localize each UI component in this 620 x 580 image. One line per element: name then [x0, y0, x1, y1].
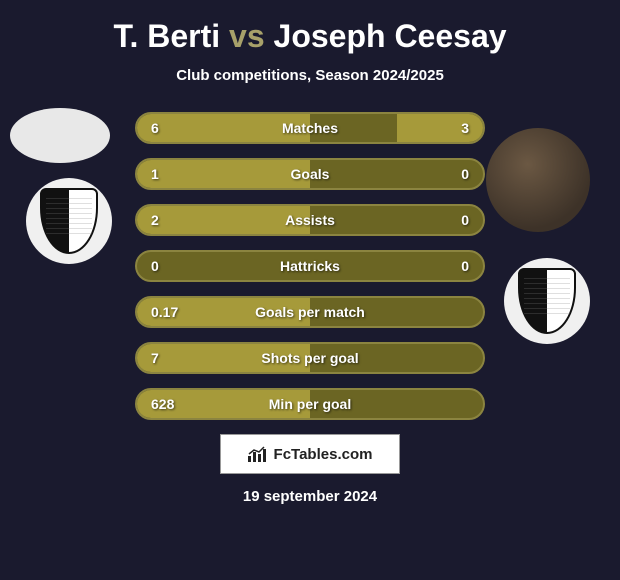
player1-avatar: [10, 108, 110, 163]
stat-fill-left: [137, 160, 310, 188]
stat-fill-right: [397, 114, 484, 142]
stat-row: 628 Min per goal: [135, 388, 485, 420]
stat-value-left: 628: [151, 396, 174, 412]
vs-text: vs: [229, 18, 265, 54]
comparison-title: T. Berti vs Joseph Ceesay: [0, 18, 620, 55]
stat-value-right: 3: [461, 120, 469, 136]
stats-table: 6 Matches 3 1 Goals 0 2 Assists 0 0 Hattricks 0 0.17…: [135, 112, 485, 420]
stat-value-right: 0: [461, 212, 469, 228]
stat-row: 2 Assists 0: [135, 204, 485, 236]
stat-value-left: 0: [151, 258, 159, 274]
stat-label: Goals: [291, 166, 330, 182]
player1-name: T. Berti: [113, 18, 220, 54]
footer-date: 19 september 2024: [0, 488, 620, 505]
stat-value-left: 2: [151, 212, 159, 228]
stat-label: Shots per goal: [261, 350, 358, 366]
stat-value-left: 6: [151, 120, 159, 136]
stat-label: Min per goal: [269, 396, 351, 412]
player1-club-badge: [26, 178, 112, 264]
stat-value-left: 0.17: [151, 304, 178, 320]
brand-logo: FcTables.com: [220, 434, 400, 474]
chart-icon: [248, 446, 268, 462]
stat-value-left: 7: [151, 350, 159, 366]
brand-text: FcTables.com: [274, 446, 373, 463]
stat-label: Goals per match: [255, 304, 365, 320]
stat-value-left: 1: [151, 166, 159, 182]
stat-label: Matches: [282, 120, 338, 136]
player2-name: Joseph Ceesay: [274, 18, 507, 54]
player2-club-badge: [504, 258, 590, 344]
stat-label: Assists: [285, 212, 335, 228]
stat-row: 0 Hattricks 0: [135, 250, 485, 282]
stat-label: Hattricks: [280, 258, 340, 274]
stat-fill-left: [137, 206, 310, 234]
subtitle: Club competitions, Season 2024/2025: [0, 67, 620, 84]
stat-row: 6 Matches 3: [135, 112, 485, 144]
club-shield-icon: [40, 188, 98, 254]
stat-value-right: 0: [461, 258, 469, 274]
stat-row: 7 Shots per goal: [135, 342, 485, 374]
stat-value-right: 0: [461, 166, 469, 182]
stat-row: 0.17 Goals per match: [135, 296, 485, 328]
stat-row: 1 Goals 0: [135, 158, 485, 190]
player2-avatar: [486, 128, 590, 232]
club-shield-icon: [518, 268, 576, 334]
